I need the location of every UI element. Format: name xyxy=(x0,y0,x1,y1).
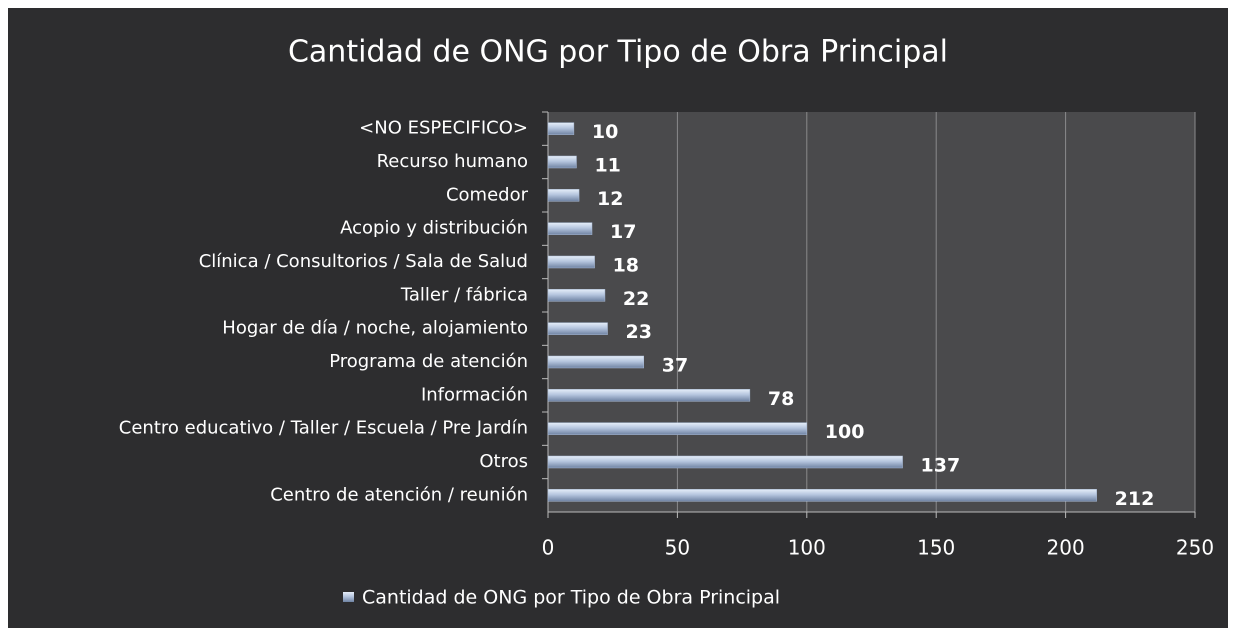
y-tick-label: Información xyxy=(421,384,528,405)
data-label: 23 xyxy=(626,321,652,343)
y-tick-label: Programa de atención xyxy=(329,351,528,372)
x-tick-label: 100 xyxy=(788,536,826,560)
bar xyxy=(547,422,808,435)
y-tick-label: Centro educativo / Taller / Escuela / Pr… xyxy=(119,418,528,439)
data-label: 78 xyxy=(768,388,794,410)
data-label: 10 xyxy=(592,121,618,143)
bar xyxy=(547,322,608,335)
legend-marker xyxy=(343,592,354,602)
data-label: 17 xyxy=(610,221,636,243)
bar xyxy=(547,255,595,269)
data-label: 12 xyxy=(597,188,623,210)
y-tick-label: Acopio y distribución xyxy=(340,218,528,239)
y-tick-label: <NO ESPECIFICO> xyxy=(359,118,528,139)
bar xyxy=(547,489,1097,502)
data-label: 18 xyxy=(613,255,639,277)
y-tick-label: Otros xyxy=(479,451,528,472)
x-tick-label: 250 xyxy=(1176,536,1214,560)
x-tick-label: 150 xyxy=(917,536,955,560)
bar xyxy=(547,189,580,202)
data-label: 212 xyxy=(1115,488,1155,510)
bar xyxy=(547,122,575,135)
x-tick-label: 200 xyxy=(1047,536,1085,560)
legend-label: Cantidad de ONG por Tipo de Obra Princip… xyxy=(362,587,780,609)
bar xyxy=(547,155,577,169)
y-tick-label: Comedor xyxy=(446,184,529,205)
y-tick-label: Centro de atención / reunión xyxy=(270,484,528,505)
x-tick-label: 50 xyxy=(665,536,690,560)
data-label: 11 xyxy=(594,155,620,177)
y-tick-label: Recurso humano xyxy=(377,151,528,172)
y-tick-label: Hogar de día / noche, alojamiento xyxy=(222,318,528,339)
data-label: 100 xyxy=(825,421,865,443)
chart-title: Cantidad de ONG por Tipo de Obra Princip… xyxy=(288,35,948,70)
bar xyxy=(547,222,593,235)
plot-area xyxy=(548,112,1195,512)
data-label: 22 xyxy=(623,288,649,310)
data-label: 137 xyxy=(921,455,961,477)
bar xyxy=(547,355,645,369)
bar xyxy=(547,289,606,302)
data-label: 37 xyxy=(662,355,688,377)
y-tick-label: Clínica / Consultorios / Sala de Salud xyxy=(199,251,528,272)
bar xyxy=(547,455,903,469)
x-tick-label: 0 xyxy=(542,536,555,560)
y-tick-label: Taller / fábrica xyxy=(400,284,528,305)
bar xyxy=(547,389,751,402)
